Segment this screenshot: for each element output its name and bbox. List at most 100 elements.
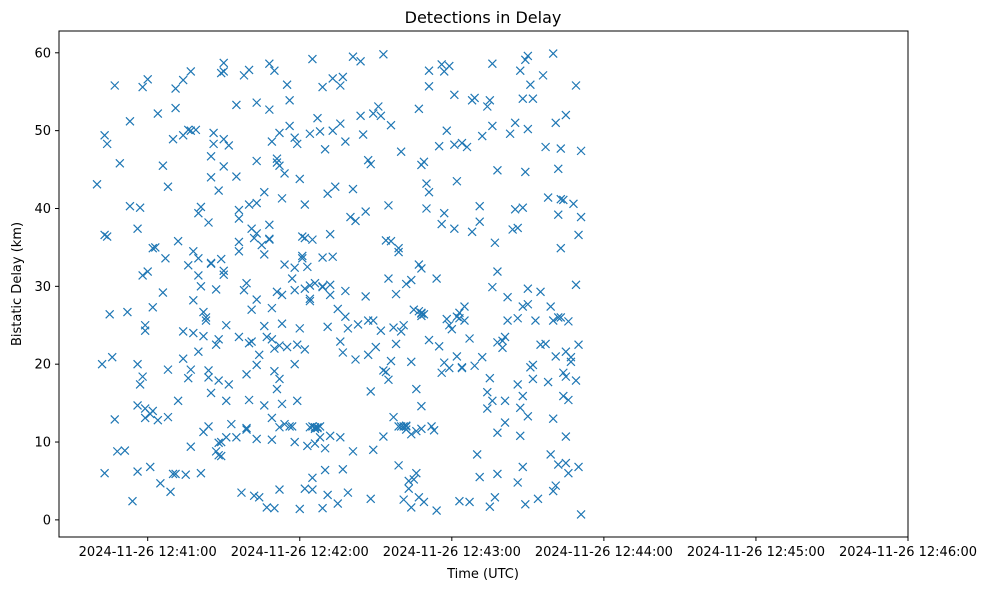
- data-point: [267, 413, 277, 423]
- data-point: [556, 313, 566, 322]
- data-point: [406, 275, 416, 285]
- data-point: [145, 462, 155, 472]
- data-point: [234, 205, 244, 215]
- data-point: [171, 469, 181, 479]
- data-point: [523, 51, 533, 61]
- data-point: [219, 162, 229, 171]
- data-point: [277, 193, 287, 203]
- data-point: [168, 469, 178, 479]
- data-point: [363, 350, 373, 360]
- data-point: [285, 121, 295, 131]
- data-point: [416, 311, 426, 321]
- data-point: [216, 451, 226, 461]
- data-point: [163, 182, 173, 192]
- data-point: [356, 111, 366, 121]
- data-point: [183, 125, 193, 135]
- data-point: [325, 431, 335, 441]
- data-point: [264, 235, 274, 245]
- data-point: [257, 240, 267, 250]
- data-point: [92, 179, 102, 189]
- data-point: [460, 302, 469, 311]
- data-point: [193, 347, 203, 357]
- data-point: [505, 129, 515, 139]
- data-point: [508, 225, 518, 234]
- data-point: [315, 432, 325, 442]
- data-point: [406, 502, 416, 512]
- data-point: [196, 202, 206, 212]
- data-point: [178, 75, 188, 85]
- data-point: [518, 203, 528, 213]
- data-point: [330, 182, 340, 192]
- data-point: [543, 193, 553, 203]
- data-point: [224, 379, 234, 389]
- data-point: [515, 66, 525, 76]
- data-point: [100, 130, 110, 140]
- data-point: [386, 356, 396, 366]
- data-point: [282, 342, 292, 352]
- data-point: [563, 316, 573, 326]
- data-point: [231, 172, 241, 181]
- data-point: [510, 204, 520, 214]
- data-point: [323, 490, 333, 500]
- data-point: [571, 376, 581, 385]
- data-point: [452, 176, 462, 186]
- data-point: [386, 236, 396, 246]
- data-point: [576, 212, 586, 222]
- data-point: [574, 340, 583, 350]
- data-point: [183, 260, 193, 270]
- data-point: [525, 80, 535, 90]
- data-point: [277, 399, 287, 409]
- data-point: [432, 506, 442, 515]
- x-tick-label: 2024-11-26 12:44:00: [535, 545, 673, 560]
- data-point: [323, 322, 333, 332]
- data-point: [249, 233, 259, 243]
- data-point: [287, 274, 297, 283]
- data-point: [115, 158, 125, 168]
- x-axis-title: Time (UTC): [446, 567, 519, 582]
- data-point: [252, 295, 262, 304]
- data-point: [523, 124, 533, 134]
- data-point: [414, 260, 424, 269]
- data-point: [424, 81, 434, 91]
- data-point: [551, 481, 561, 491]
- data-point: [199, 307, 208, 317]
- data-point: [363, 155, 373, 165]
- data-point: [500, 332, 510, 342]
- data-point: [110, 81, 120, 90]
- data-point: [249, 491, 259, 501]
- x-tick-label: 2024-11-26 12:46:00: [839, 545, 977, 560]
- data-point: [449, 140, 459, 150]
- data-point: [335, 432, 345, 442]
- data-point: [515, 431, 525, 441]
- data-point: [214, 186, 224, 196]
- data-point: [485, 373, 495, 383]
- data-point: [556, 194, 566, 204]
- data-point: [214, 376, 224, 385]
- data-point: [510, 118, 520, 128]
- data-point: [487, 121, 497, 131]
- data-point: [376, 326, 386, 336]
- data-point: [424, 187, 434, 197]
- data-point: [503, 316, 513, 326]
- data-point: [384, 274, 393, 283]
- data-point: [384, 200, 393, 210]
- data-point: [252, 98, 262, 108]
- data-point: [361, 207, 371, 217]
- data-point: [546, 450, 556, 459]
- data-point: [264, 220, 274, 230]
- data-point: [310, 424, 320, 434]
- data-point: [254, 492, 264, 502]
- data-point: [351, 216, 360, 226]
- data-point: [396, 327, 406, 336]
- data-point: [158, 161, 168, 171]
- data-point: [193, 208, 203, 218]
- data-point: [394, 460, 404, 470]
- data-point: [221, 396, 231, 406]
- data-point: [267, 137, 277, 146]
- data-point: [553, 210, 563, 220]
- data-point: [452, 312, 462, 322]
- data-point: [171, 84, 181, 94]
- data-point: [158, 288, 168, 297]
- data-point: [546, 302, 556, 311]
- data-point: [297, 251, 307, 261]
